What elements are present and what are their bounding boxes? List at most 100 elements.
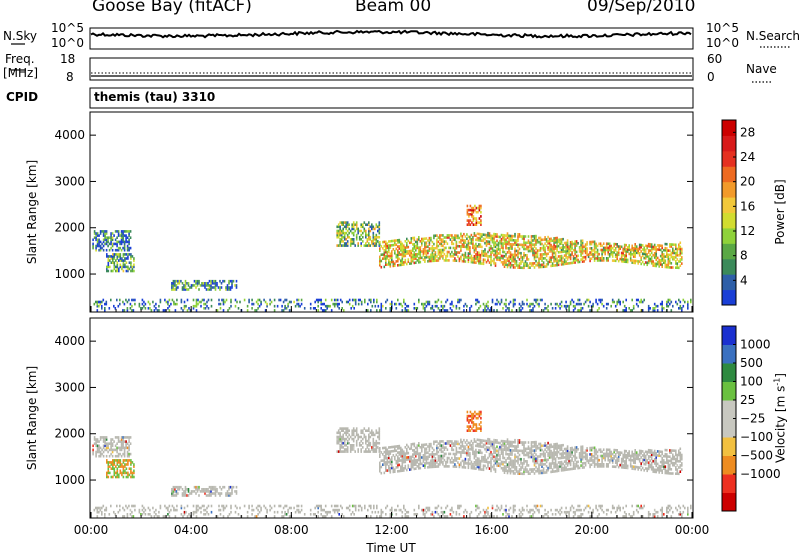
scatter-cell (188, 288, 190, 291)
scatter-cell (655, 246, 657, 249)
scatter-cell (111, 467, 113, 470)
scatter-cell (565, 305, 567, 308)
scatter-cell (508, 303, 510, 306)
scatter-cell (525, 248, 527, 251)
scatter-cell (532, 468, 534, 471)
scatter-cell (589, 309, 591, 312)
scatter-cell (462, 441, 464, 444)
scatter-cell (106, 249, 108, 252)
scatter-cell (654, 252, 656, 255)
scatter-cell (191, 284, 193, 287)
scatter-cell (390, 467, 392, 470)
scatter-cell (441, 444, 443, 447)
scatter-cell (671, 252, 673, 255)
scatter-cell (412, 443, 414, 446)
scatter-cell (412, 453, 414, 456)
scatter-cell (142, 505, 144, 508)
scatter-cell (362, 438, 364, 441)
scatter-cell (441, 301, 443, 304)
scatter-cell (451, 440, 453, 443)
scatter-cell (550, 303, 552, 306)
scatter-cell (338, 429, 340, 432)
scatter-cell (556, 509, 558, 512)
scatter-cell (356, 427, 358, 430)
scatter-cell (657, 309, 659, 312)
scatter-cell (555, 307, 557, 310)
scatter-cell (603, 511, 605, 514)
scatter-cell (112, 459, 114, 462)
scatter-cell (543, 459, 545, 462)
scatter-cell (528, 264, 530, 267)
scatter-cell (409, 448, 411, 451)
scatter-cell (469, 513, 471, 516)
scatter-cell (470, 223, 472, 226)
scatter-cell (514, 509, 516, 512)
scatter-cell (173, 486, 175, 489)
scatter-cell (382, 257, 384, 260)
scatter-cell (523, 262, 525, 265)
scatter-cell (120, 459, 122, 462)
scatter-cell (127, 513, 129, 516)
scatter-cell (374, 228, 376, 231)
scatter-cell (525, 441, 527, 444)
scatter-cell (125, 440, 127, 443)
scatter-cell (338, 307, 340, 310)
scatter-cell (375, 305, 377, 308)
scatter-cell (379, 427, 381, 430)
scatter-cell (505, 238, 507, 241)
scatter-cell (191, 490, 193, 493)
scatter-cell (181, 505, 183, 508)
scatter-cell (112, 236, 114, 239)
scatter-cell (211, 299, 213, 302)
scatter-cell (457, 457, 459, 460)
scatter-cell (624, 515, 626, 518)
scatter-cell (459, 505, 461, 508)
scatter-cell (451, 255, 453, 258)
scatter-cell (175, 309, 177, 312)
scatter-cell (426, 301, 428, 304)
scatter-cell (537, 249, 539, 252)
scatter-cell (430, 453, 432, 456)
scatter-cell (499, 236, 501, 239)
scatter-cell (339, 444, 341, 447)
scatter-cell (130, 442, 132, 445)
scatter-cell (225, 286, 227, 289)
scatter-cell (498, 242, 500, 245)
scatter-cell (661, 245, 663, 248)
scatter-cell (495, 303, 497, 306)
scatter-cell (543, 261, 545, 264)
scatter-cell (94, 509, 96, 512)
scatter-cell (463, 515, 465, 518)
scatter-cell (528, 246, 530, 249)
scatter-cell (466, 443, 468, 446)
scatter-cell (444, 305, 446, 308)
scatter-cell (466, 462, 468, 465)
scatter-cell (116, 447, 118, 450)
scatter-cell (126, 266, 128, 269)
scatter-cell (573, 249, 575, 252)
scatter-cell (236, 507, 238, 510)
scatter-cell (390, 459, 392, 462)
scatter-cell (468, 458, 470, 461)
scatter-cell (235, 505, 237, 508)
scatter-cell (412, 460, 414, 463)
scatter-cell (394, 239, 396, 242)
scatter-cell (116, 249, 118, 252)
scatter-cell (116, 236, 118, 239)
scatter-cell (666, 507, 668, 510)
scatter-cell (142, 509, 144, 512)
scatter-cell (498, 448, 500, 451)
scatter-cell (176, 303, 178, 306)
scatter-cell (477, 299, 479, 302)
scatter-cell (595, 505, 597, 508)
scatter-cell (477, 443, 479, 446)
scatter-cell (658, 244, 660, 247)
scatter-cell (172, 299, 174, 302)
scatter-cell (631, 253, 633, 256)
scatter-cell (196, 299, 198, 302)
scatter-cell (457, 245, 459, 248)
scatter-cell (663, 307, 665, 310)
scatter-cell (124, 440, 126, 443)
scatter-cell (347, 230, 349, 233)
scatter-cell (126, 476, 128, 479)
